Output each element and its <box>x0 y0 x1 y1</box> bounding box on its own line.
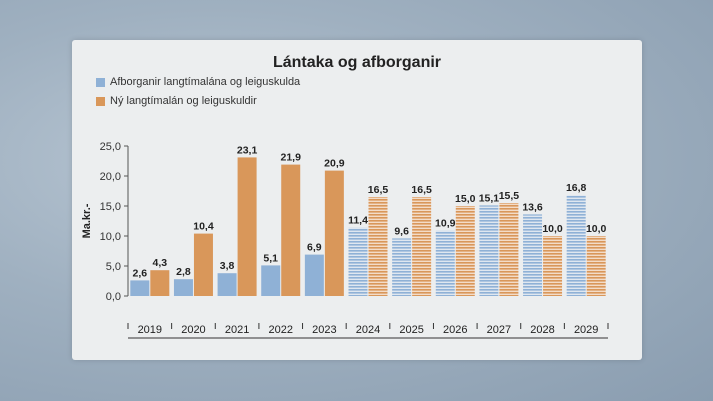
legend-item-afborganir: Afborganir langtímalána og leiguskulda <box>96 76 300 88</box>
bar-lan-2020 <box>193 233 213 296</box>
x-tick-label-2020: 2020 <box>181 324 205 336</box>
bar-lan-2019 <box>150 270 170 296</box>
y-tick-label: 5,0 <box>106 261 121 273</box>
bar-lan-2029 <box>586 236 606 296</box>
legend-swatch-orange <box>96 96 105 106</box>
y-tick-label: 10,0 <box>100 231 121 243</box>
bar-chart: 0,0 5,0 10,0 15,0 20,0 25,0 Ma.kr.- 2019 2020 202… <box>81 141 609 339</box>
chart-card: Lántaka og afborganir Afborganir langtím… <box>72 40 642 360</box>
bar-afborganir-2019 <box>130 280 150 296</box>
data-label-afborganir-2029: 16,8 <box>566 182 587 194</box>
data-label-lan-2024: 16,5 <box>368 184 389 196</box>
data-label-lan-2027: 15,5 <box>499 190 520 202</box>
x-tick-label-2029: 2029 <box>574 324 598 336</box>
bar-afborganir-2023 <box>304 254 324 296</box>
data-label-afborganir-2025: 9,6 <box>394 225 409 237</box>
legend-item-lan: Ný langtímalán og leiguskuldir <box>96 95 257 107</box>
bar-afborganir-2025 <box>392 238 412 296</box>
data-label-lan-2022: 21,9 <box>281 152 302 164</box>
data-label-lan-2023: 20,9 <box>324 158 345 170</box>
data-label-afborganir-2019: 2,6 <box>133 267 148 279</box>
data-label-afborganir-2027: 15,1 <box>479 192 500 204</box>
x-tick-label-2026: 2026 <box>443 324 467 336</box>
bar-lan-2028 <box>543 236 563 296</box>
data-label-afborganir-2026: 10,9 <box>435 218 456 230</box>
x-tick-label-2028: 2028 <box>530 324 554 336</box>
x-tick-label-2021: 2021 <box>225 324 249 336</box>
y-tick-label: 20,0 <box>100 171 121 183</box>
bar-lan-2021 <box>237 157 257 296</box>
bar-lan-2025 <box>412 197 432 296</box>
bar-afborganir-2028 <box>523 214 543 296</box>
data-label-lan-2026: 15,0 <box>455 193 476 205</box>
bar-lan-2027 <box>499 203 519 296</box>
bar-lan-2023 <box>324 170 344 296</box>
data-label-lan-2028: 10,0 <box>542 223 563 235</box>
data-label-lan-2019: 4,3 <box>153 257 168 269</box>
legend-swatch-blue <box>96 77 105 87</box>
bar-lan-2026 <box>455 206 475 296</box>
bar-afborganir-2026 <box>435 230 455 296</box>
data-label-lan-2021: 23,1 <box>237 144 258 156</box>
bar-afborganir-2020 <box>173 279 193 296</box>
chart-title: Lántaka og afborganir <box>272 54 442 71</box>
bar-lan-2024 <box>368 197 388 296</box>
y-tick-label: 0,0 <box>106 291 121 303</box>
data-label-afborganir-2022: 5,1 <box>263 252 278 264</box>
x-tick-label-2024: 2024 <box>356 324 380 336</box>
data-label-afborganir-2023: 6,9 <box>307 242 322 254</box>
bar-afborganir-2029 <box>566 195 586 296</box>
data-label-afborganir-2021: 3,8 <box>220 260 235 272</box>
x-tick-label-2022: 2022 <box>268 324 292 336</box>
data-label-afborganir-2024: 11,4 <box>348 215 368 227</box>
x-tick-label-2019: 2019 <box>138 324 162 336</box>
legend-label-afborganir: Afborganir langtímalána og leiguskulda <box>110 76 301 88</box>
legend-label-lan: Ný langtímalán og leiguskuldir <box>110 95 257 107</box>
bar-lan-2022 <box>281 164 301 296</box>
bar-afborganir-2022 <box>261 265 281 296</box>
x-tick-label-2023: 2023 <box>312 324 336 336</box>
data-label-lan-2020: 10,4 <box>193 221 214 233</box>
y-tick-label: 15,0 <box>100 201 121 213</box>
bar-afborganir-2024 <box>348 227 368 296</box>
y-tick-label: 25,0 <box>100 141 121 153</box>
x-tick-label-2027: 2027 <box>487 324 511 336</box>
data-label-afborganir-2028: 13,6 <box>522 201 543 213</box>
data-label-lan-2025: 16,5 <box>411 184 432 196</box>
y-axis-title: Ma.kr.- <box>81 203 93 238</box>
bar-afborganir-2021 <box>217 273 237 296</box>
data-label-lan-2029: 10,0 <box>586 223 607 235</box>
x-tick-label-2025: 2025 <box>399 324 423 336</box>
data-label-afborganir-2020: 2,8 <box>176 266 191 278</box>
bar-afborganir-2027 <box>479 205 499 296</box>
